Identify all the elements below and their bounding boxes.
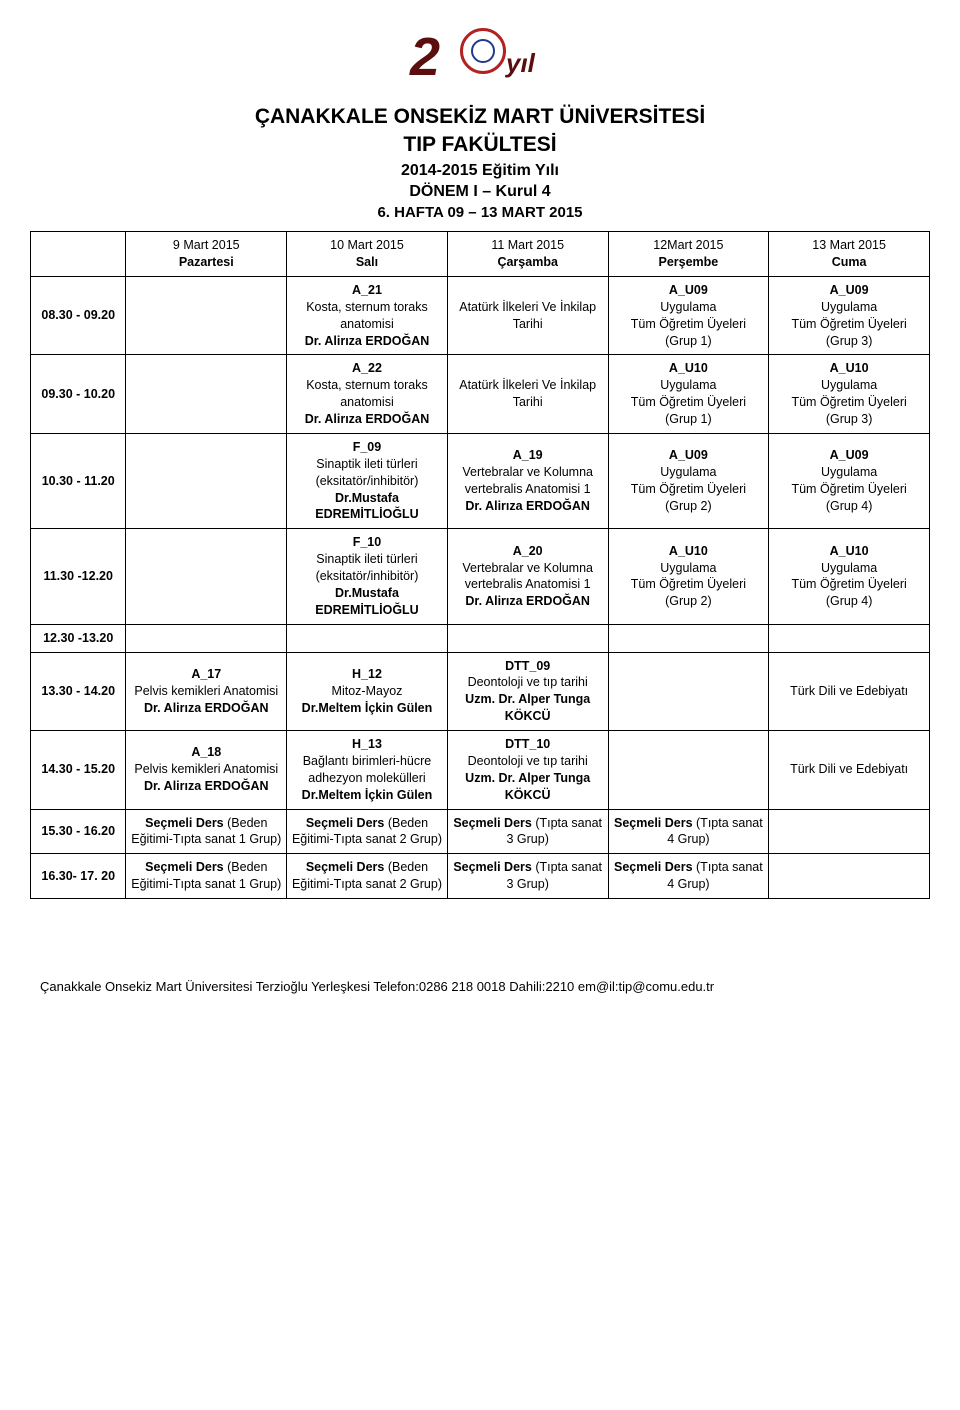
schedule-cell: A_U09UygulamaTüm Öğretim Üyeleri(Grup 2) — [608, 433, 769, 528]
page-footer: Çanakkale Onsekiz Mart Üniversitesi Terz… — [30, 979, 930, 994]
university-name: ÇANAKKALE ONSEKİZ MART ÜNİVERSİTESİ — [30, 103, 930, 131]
table-row: 11.30 -12.20 F_10Sinaptik ileti türleri (… — [31, 529, 930, 624]
schedule-cell: A_19Vertebralar ve Kolumna vertebralis A… — [447, 433, 608, 528]
schedule-table: 9 Mart 2015Pazartesi10 Mart 2015Salı11 M… — [30, 231, 930, 899]
table-row: 15.30 - 16.20Seçmeli Ders (Beden Eğitimi… — [31, 809, 930, 854]
schedule-cell — [769, 854, 930, 899]
schedule-cell: Seçmeli Ders (Beden Eğitimi-Tıpta sanat … — [126, 809, 287, 854]
schedule-cell — [769, 809, 930, 854]
day-header: 11 Mart 2015Çarşamba — [447, 232, 608, 277]
table-row: 10.30 - 11.20 F_09Sinaptik ileti türleri … — [31, 433, 930, 528]
schedule-cell: Türk Dili ve Edebiyatı — [769, 652, 930, 731]
break-cell — [608, 624, 769, 652]
schedule-cell: A_U09UygulamaTüm Öğretim Üyeleri(Grup 4) — [769, 433, 930, 528]
schedule-cell: H_13Bağlantı birimleri-hücre adhezyon mo… — [287, 731, 448, 810]
schedule-cell: A_U10UygulamaTüm Öğretim Üyeleri(Grup 3) — [769, 355, 930, 434]
schedule-cell: H_12Mitoz-MayozDr.Meltem İçkin Gülen — [287, 652, 448, 731]
schedule-cell: Atatürk İlkeleri Ve İnkilap Tarihi — [447, 355, 608, 434]
schedule-cell: Türk Dili ve Edebiyatı — [769, 731, 930, 810]
time-cell: 09.30 - 10.20 — [31, 355, 126, 434]
time-cell: 12.30 -13.20 — [31, 624, 126, 652]
schedule-cell — [126, 276, 287, 355]
day-header: 10 Mart 2015Salı — [287, 232, 448, 277]
break-cell — [287, 624, 448, 652]
schedule-cell: F_09Sinaptik ileti türleri (eksitatör/in… — [287, 433, 448, 528]
schedule-cell: DTT_10Deontoloji ve tıp tarihiUzm. Dr. A… — [447, 731, 608, 810]
schedule-cell: A_20Vertebralar ve Kolumna vertebralis A… — [447, 529, 608, 624]
time-cell: 08.30 - 09.20 — [31, 276, 126, 355]
schedule-cell: Seçmeli Ders (Tıpta sanat 3 Grup) — [447, 809, 608, 854]
schedule-cell: Seçmeli Ders (Beden Eğitimi-Tıpta sanat … — [287, 854, 448, 899]
schedule-cell: A_U09UygulamaTüm Öğretim Üyeleri(Grup 1) — [608, 276, 769, 355]
time-cell: 11.30 -12.20 — [31, 529, 126, 624]
academic-year: 2014-2015 Eğitim Yılı — [30, 160, 930, 182]
time-cell: 14.30 - 15.20 — [31, 731, 126, 810]
time-cell: 10.30 - 11.20 — [31, 433, 126, 528]
schedule-cell: A_18Pelvis kemikleri AnatomisiDr. Alirız… — [126, 731, 287, 810]
schedule-cell — [608, 731, 769, 810]
schedule-cell: A_17Pelvis kemikleri AnatomisiDr. Alirız… — [126, 652, 287, 731]
period-line: DÖNEM I – Kurul 4 — [30, 181, 930, 203]
table-body: 08.30 - 09.20 A_21Kosta, sternum toraks a… — [31, 276, 930, 898]
logo-seal-icon — [460, 28, 506, 74]
schedule-cell — [126, 529, 287, 624]
schedule-cell: A_22Kosta, sternum toraks anatomisiDr. A… — [287, 355, 448, 434]
university-logo: 2 yıl — [410, 20, 550, 90]
schedule-cell: Seçmeli Ders (Tıpta sanat 3 Grup) — [447, 854, 608, 899]
schedule-cell: A_U10UygulamaTüm Öğretim Üyeleri(Grup 2) — [608, 529, 769, 624]
time-cell: 13.30 - 14.20 — [31, 652, 126, 731]
faculty-name: TIP FAKÜLTESİ — [30, 131, 930, 159]
schedule-cell: A_U10UygulamaTüm Öğretim Üyeleri(Grup 1) — [608, 355, 769, 434]
time-cell: 15.30 - 16.20 — [31, 809, 126, 854]
day-header: 13 Mart 2015Cuma — [769, 232, 930, 277]
table-row: 12.30 -13.20 — [31, 624, 930, 652]
break-cell — [126, 624, 287, 652]
schedule-cell: Seçmeli Ders (Beden Eğitimi-Tıpta sanat … — [126, 854, 287, 899]
week-line: 6. HAFTA 09 – 13 MART 2015 — [30, 203, 930, 223]
schedule-cell: Seçmeli Ders (Tıpta sanat 4 Grup) — [608, 854, 769, 899]
table-row: 14.30 - 15.20A_18Pelvis kemikleri Anatom… — [31, 731, 930, 810]
logo-yil-text: yıl — [506, 48, 535, 79]
break-cell — [447, 624, 608, 652]
table-row: 09.30 - 10.20 A_22Kosta, sternum toraks a… — [31, 355, 930, 434]
time-cell: 16.30- 17. 20 — [31, 854, 126, 899]
day-header: 12Mart 2015Perşembe — [608, 232, 769, 277]
day-header: 9 Mart 2015Pazartesi — [126, 232, 287, 277]
schedule-cell: Seçmeli Ders (Beden Eğitimi-Tıpta sanat … — [287, 809, 448, 854]
schedule-cell — [126, 355, 287, 434]
schedule-cell — [126, 433, 287, 528]
title-block: ÇANAKKALE ONSEKİZ MART ÜNİVERSİTESİ TIP … — [30, 103, 930, 223]
schedule-cell: F_10Sinaptik ileti türleri (eksitatör/in… — [287, 529, 448, 624]
logo-20-text: 2 — [410, 26, 436, 88]
schedule-cell: DTT_09Deontoloji ve tıp tarihiUzm. Dr. A… — [447, 652, 608, 731]
schedule-cell: A_U09UygulamaTüm Öğretim Üyeleri(Grup 3) — [769, 276, 930, 355]
table-row: 08.30 - 09.20 A_21Kosta, sternum toraks a… — [31, 276, 930, 355]
schedule-cell: A_U10UygulamaTüm Öğretim Üyeleri(Grup 4) — [769, 529, 930, 624]
schedule-cell: A_21Kosta, sternum toraks anatomisiDr. A… — [287, 276, 448, 355]
table-row: 13.30 - 14.20A_17Pelvis kemikleri Anatom… — [31, 652, 930, 731]
logo-area: 2 yıl — [30, 20, 930, 95]
time-header — [31, 232, 126, 277]
schedule-cell: Seçmeli Ders (Tıpta sanat 4 Grup) — [608, 809, 769, 854]
schedule-cell — [608, 652, 769, 731]
break-cell — [769, 624, 930, 652]
schedule-cell: Atatürk İlkeleri Ve İnkilap Tarihi — [447, 276, 608, 355]
table-row: 16.30- 17. 20Seçmeli Ders (Beden Eğitimi… — [31, 854, 930, 899]
table-header: 9 Mart 2015Pazartesi10 Mart 2015Salı11 M… — [31, 232, 930, 277]
